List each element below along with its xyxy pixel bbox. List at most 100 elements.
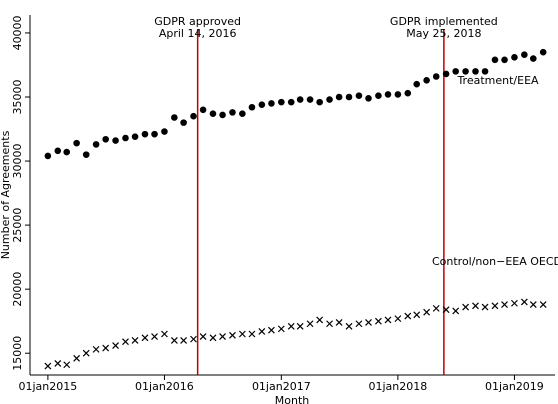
point <box>161 330 168 338</box>
point <box>287 98 295 106</box>
y-tick-label: 25000 <box>11 208 24 243</box>
point <box>82 151 90 158</box>
point <box>520 298 528 306</box>
point <box>209 110 217 117</box>
point <box>229 331 236 339</box>
point <box>472 68 479 75</box>
event-label: May 25, 2018 <box>406 27 481 40</box>
series-label: Control/non−EEA OECD <box>432 255 558 268</box>
point <box>248 330 256 338</box>
event-label: GDPR approved <box>154 15 241 28</box>
point <box>501 56 508 64</box>
point <box>219 111 226 119</box>
point <box>462 68 469 75</box>
point <box>190 112 197 120</box>
point <box>112 342 120 349</box>
point <box>316 98 323 106</box>
x-tick-label: 01jan2017 <box>252 380 311 393</box>
point <box>452 307 460 315</box>
point <box>394 315 402 323</box>
point <box>229 109 236 116</box>
point <box>151 130 158 138</box>
point <box>278 98 285 106</box>
point <box>141 334 149 342</box>
point <box>326 96 333 103</box>
point <box>180 336 188 344</box>
point <box>219 333 226 340</box>
point <box>267 326 275 334</box>
point <box>501 301 508 308</box>
point <box>355 92 363 100</box>
series-label: Treatment/EEA <box>456 74 539 87</box>
point <box>521 51 528 59</box>
point <box>63 361 71 369</box>
point <box>258 328 266 335</box>
point <box>423 77 430 84</box>
point <box>462 303 470 311</box>
point <box>481 68 489 75</box>
point <box>258 101 266 108</box>
point <box>238 330 246 338</box>
point <box>529 301 537 308</box>
point <box>335 93 343 101</box>
point <box>63 148 71 156</box>
point <box>365 319 372 326</box>
point <box>209 334 217 342</box>
point <box>316 316 324 324</box>
point <box>355 320 363 328</box>
point <box>491 56 499 64</box>
point <box>82 349 90 357</box>
point <box>112 137 119 144</box>
point <box>511 53 518 61</box>
point <box>73 354 81 362</box>
point <box>374 317 382 325</box>
point <box>54 147 62 155</box>
point <box>404 89 412 97</box>
point <box>491 302 499 310</box>
point <box>131 133 139 141</box>
point <box>472 302 479 310</box>
point <box>277 325 285 333</box>
point <box>161 128 168 135</box>
point <box>131 336 139 344</box>
point <box>413 80 421 88</box>
x-tick-label: 01jan2018 <box>369 380 428 393</box>
point <box>199 106 207 114</box>
point <box>296 96 304 103</box>
point <box>326 320 333 328</box>
point <box>511 299 518 307</box>
point <box>92 141 100 148</box>
point <box>539 48 547 56</box>
point <box>151 333 158 340</box>
point <box>180 119 187 126</box>
event-label: GDPR implemented <box>390 15 498 28</box>
event-label: April 14, 2016 <box>159 27 237 40</box>
point <box>413 311 421 319</box>
point <box>102 344 110 352</box>
point <box>122 134 129 142</box>
y-axis-title: Number of Agreements <box>0 130 12 259</box>
point <box>141 130 149 138</box>
point <box>432 304 440 312</box>
point <box>539 301 547 308</box>
y-tick-label: 35000 <box>11 79 24 114</box>
point <box>365 94 372 102</box>
point <box>190 335 197 343</box>
x-axis-title: Month <box>275 394 310 404</box>
x-tick-label: 01jan2016 <box>135 380 194 393</box>
point <box>44 362 52 370</box>
point <box>54 360 62 367</box>
point <box>268 100 275 107</box>
point <box>171 114 178 121</box>
y-tick-label: 20000 <box>11 272 24 307</box>
point <box>73 139 80 147</box>
point <box>529 55 537 62</box>
point <box>306 96 314 103</box>
point <box>384 316 392 324</box>
point <box>404 312 412 320</box>
point <box>375 92 382 100</box>
y-tick-label: 15000 <box>11 336 24 371</box>
point <box>423 308 431 316</box>
y-tick-label: 30000 <box>11 144 24 179</box>
